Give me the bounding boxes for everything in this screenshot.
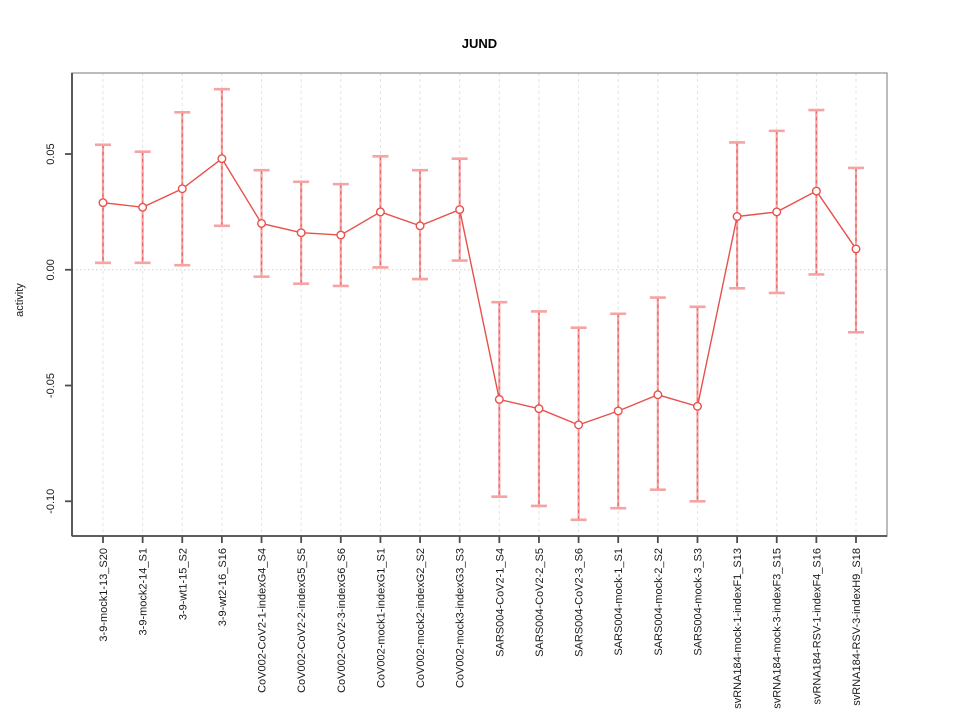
x-tick-label: svRNA184-RSV-3-indexH9_S18	[851, 548, 863, 706]
x-tick-label: CoV002-mock2-indexG2_S2	[415, 548, 427, 688]
x-tick-label: CoV002-mock1-indexG1_S1	[375, 548, 387, 688]
data-point	[534, 404, 544, 414]
x-tick-label: svRNA184-RSV-1-indexF4_S16	[811, 548, 823, 705]
data-point	[732, 212, 742, 222]
data-point	[653, 390, 663, 400]
x-tick-label: CoV002-CoV2-1-indexG4_S4	[257, 548, 269, 693]
y-tick-label: -0.05	[45, 373, 57, 398]
series-line	[102, 157, 857, 426]
x-tick-label: SARS004-mock-2_S2	[653, 548, 665, 656]
data-point	[692, 401, 702, 411]
data-point	[574, 420, 584, 430]
data-point	[613, 406, 623, 416]
y-axis-title: activity	[14, 283, 26, 317]
data-point	[415, 221, 425, 231]
data-point	[375, 207, 385, 217]
data-point	[455, 205, 465, 215]
x-tick-label: CoV002-mock3-indexG3_S3	[455, 548, 467, 688]
data-point	[177, 184, 187, 194]
data-point	[772, 207, 782, 217]
data-point	[851, 244, 861, 254]
data-point	[296, 228, 306, 238]
x-tick-label: svRNA184-mock-1-indexF1_S13	[732, 548, 744, 709]
x-tick-label: SARS004-CoV2-2_S5	[534, 548, 546, 657]
x-tick-label: SARS004-CoV2-1_S4	[494, 548, 506, 657]
data-point	[138, 202, 148, 212]
x-tick-label: SARS004-mock-1_S1	[613, 548, 625, 656]
y-tick-label: 0.05	[45, 143, 57, 164]
data-point	[257, 218, 267, 228]
x-tick-label: 3-9-wt1-15_S2	[177, 548, 189, 620]
data-point	[98, 198, 108, 208]
data-point	[217, 154, 227, 164]
x-tick-label: 3-9-mock1-13_S20	[98, 548, 110, 642]
y-tick-label: 0.00	[45, 259, 57, 280]
chart-title: JUND	[461, 36, 498, 51]
data-point	[494, 394, 504, 404]
data-point	[336, 230, 346, 240]
x-tick-label: CoV002-CoV2-2-indexG5_S5	[296, 548, 308, 693]
x-tick-label: 3-9-mock2-14_S1	[138, 548, 150, 635]
data-point	[811, 186, 821, 196]
x-tick-label: SARS004-mock-3_S3	[692, 548, 704, 656]
x-tick-label: svRNA184-mock-3-indexF3_S15	[772, 548, 784, 709]
x-tick-label: 3-9-wt2-16_S16	[217, 548, 229, 626]
x-tick-label: SARS004-CoV2-3_S6	[574, 548, 586, 657]
x-tick-label: CoV002-CoV2-3-indexG6_S6	[336, 548, 348, 693]
y-tick-label: -0.10	[45, 489, 57, 514]
